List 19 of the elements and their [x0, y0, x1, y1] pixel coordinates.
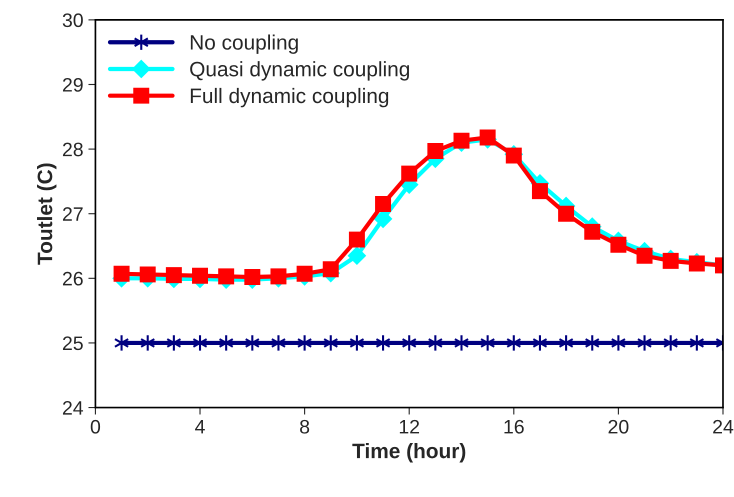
y-tick-label: 28 [62, 142, 83, 156]
y-tick-label: 27 [62, 207, 83, 221]
legend-label: Quasi dynamic coupling [190, 61, 410, 81]
legend-label: Full dynamic coupling [190, 88, 388, 108]
x-axis-title: Time (hour) [352, 443, 466, 462]
y-tick-label: 29 [62, 78, 83, 92]
y-tick-label: 25 [62, 336, 83, 350]
legend-label: No coupling [190, 34, 298, 54]
x-tick-label: 4 [195, 420, 205, 434]
y-tick-label: 30 [62, 13, 83, 28]
x-tick-label: 24 [713, 420, 734, 434]
y-tick-label: 24 [62, 401, 84, 415]
x-tick-label: 16 [504, 420, 524, 434]
x-tick-label: 8 [300, 420, 310, 434]
y-tick-label: 26 [62, 272, 83, 286]
x-tick-label: 0 [90, 420, 100, 434]
x-tick-label: 12 [400, 420, 420, 434]
x-tick-label: 20 [608, 420, 628, 434]
y-axis-title: Toutlet (C) [37, 163, 56, 265]
